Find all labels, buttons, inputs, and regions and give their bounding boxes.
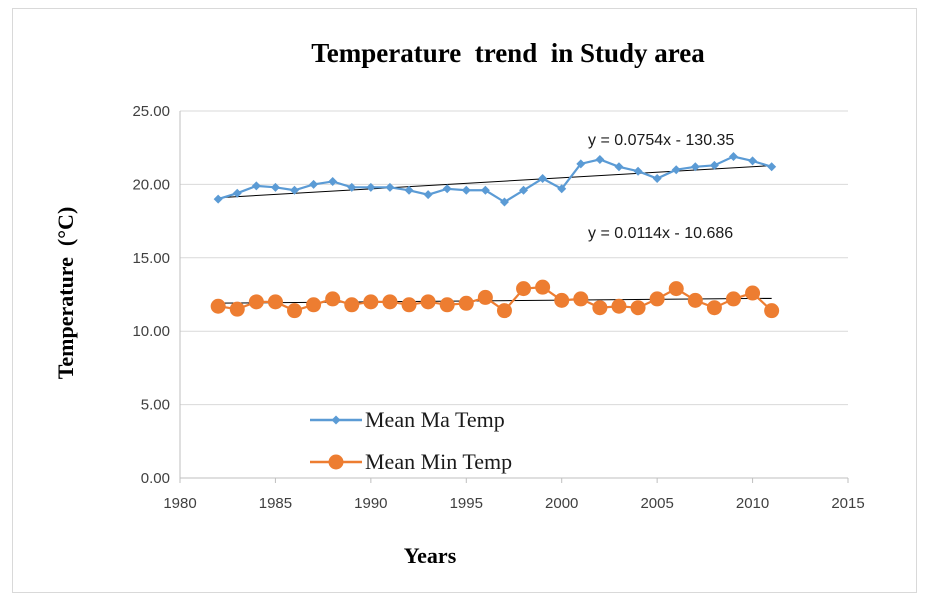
- data-point: [267, 294, 283, 310]
- data-point: [290, 185, 300, 195]
- legend-marker: [331, 415, 341, 425]
- x-tick-label: 2010: [736, 495, 769, 512]
- data-point: [499, 197, 509, 207]
- data-point: [248, 294, 264, 310]
- x-tick-label: 1990: [354, 495, 387, 512]
- data-point: [306, 297, 322, 313]
- data-point: [496, 303, 512, 319]
- data-point: [630, 300, 646, 316]
- data-point: [535, 279, 551, 295]
- data-point: [461, 185, 471, 195]
- data-point: [633, 166, 643, 176]
- data-point: [270, 182, 280, 192]
- data-point: [232, 188, 242, 198]
- data-point: [725, 291, 741, 307]
- x-tick-labels: 1980 1985 1990 1995 2000 2005 2010 2015: [163, 495, 864, 512]
- data-point: [423, 190, 433, 200]
- data-point: [442, 184, 452, 194]
- trend-equation-2: y = 0.0114x - 10.686: [588, 225, 733, 242]
- data-point: [652, 174, 662, 184]
- data-point: [687, 292, 703, 308]
- data-point: [668, 281, 684, 297]
- data-point: [554, 292, 570, 308]
- data-series: [210, 152, 780, 319]
- data-point: [477, 289, 493, 305]
- data-point: [385, 182, 395, 192]
- data-point: [420, 294, 436, 310]
- series-line-1: [217, 155, 772, 204]
- x-tick-label: 1985: [259, 495, 292, 512]
- legend-item: Mean Ma Temp: [310, 407, 505, 432]
- y-tick-label: 10.00: [132, 323, 170, 340]
- data-point: [363, 294, 379, 310]
- data-point: [557, 184, 567, 194]
- y-tick-label: 20.00: [132, 176, 170, 193]
- x-tick-label: 1995: [450, 495, 483, 512]
- data-point: [325, 291, 341, 307]
- data-point: [611, 298, 627, 314]
- data-point: [404, 185, 414, 195]
- data-point: [516, 281, 532, 297]
- data-point: [401, 297, 417, 313]
- data-point: [745, 285, 761, 301]
- data-point: [287, 303, 303, 319]
- data-point: [439, 297, 455, 313]
- gridlines: [180, 110, 848, 406]
- data-point: [229, 301, 245, 317]
- x-tick-label: 2015: [831, 495, 864, 512]
- y-tick-labels: 0.00 5.00 10.00 15.00 20.00 25.00: [132, 103, 170, 487]
- data-point: [210, 298, 226, 314]
- data-point: [690, 162, 700, 172]
- data-point: [728, 152, 738, 162]
- x-tick-label: 2000: [545, 495, 578, 512]
- data-point: [309, 179, 319, 189]
- trendline-1: [218, 165, 772, 199]
- x-tick-label: 1980: [163, 495, 196, 512]
- data-point: [366, 182, 376, 192]
- legend: Mean Ma Temp Mean Min Temp: [310, 407, 512, 474]
- y-tick-label: 5.00: [141, 397, 170, 414]
- data-point: [764, 303, 780, 319]
- data-point: [573, 291, 589, 307]
- data-point: [382, 294, 398, 310]
- y-tick-label: 0.00: [141, 470, 170, 487]
- x-axis-label: Years: [404, 543, 457, 568]
- legend-label: Mean Min Temp: [365, 449, 512, 474]
- y-axis-label: Temperature (°C): [53, 207, 78, 380]
- data-point: [213, 194, 223, 204]
- data-point: [671, 165, 681, 175]
- x-tick-label: 2005: [640, 495, 673, 512]
- data-point: [251, 181, 261, 191]
- data-point: [649, 291, 665, 307]
- y-tick-label: 15.00: [132, 250, 170, 267]
- data-point: [576, 159, 586, 169]
- data-point: [519, 185, 529, 195]
- data-point: [706, 300, 722, 316]
- data-point: [709, 160, 719, 170]
- data-point: [748, 156, 758, 166]
- y-tick-label: 25.00: [132, 103, 170, 120]
- data-point: [592, 300, 608, 316]
- data-point: [595, 154, 605, 164]
- axes: [179, 111, 849, 483]
- data-point: [538, 174, 548, 184]
- legend-marker: [328, 454, 344, 470]
- chart-title: Temperature trend in Study area: [311, 38, 705, 68]
- trend-equation-1: y = 0.0754x - 130.35: [588, 132, 734, 149]
- data-point: [328, 176, 338, 186]
- data-point: [614, 162, 624, 172]
- data-point: [458, 295, 474, 311]
- data-point: [347, 182, 357, 192]
- data-point: [480, 185, 490, 195]
- legend-item: Mean Min Temp: [310, 449, 512, 474]
- data-point: [344, 297, 360, 313]
- legend-label: Mean Ma Temp: [365, 407, 505, 432]
- trend-equations: y = 0.0754x - 130.35 y = 0.0114x - 10.686: [588, 132, 734, 242]
- data-point: [767, 162, 777, 172]
